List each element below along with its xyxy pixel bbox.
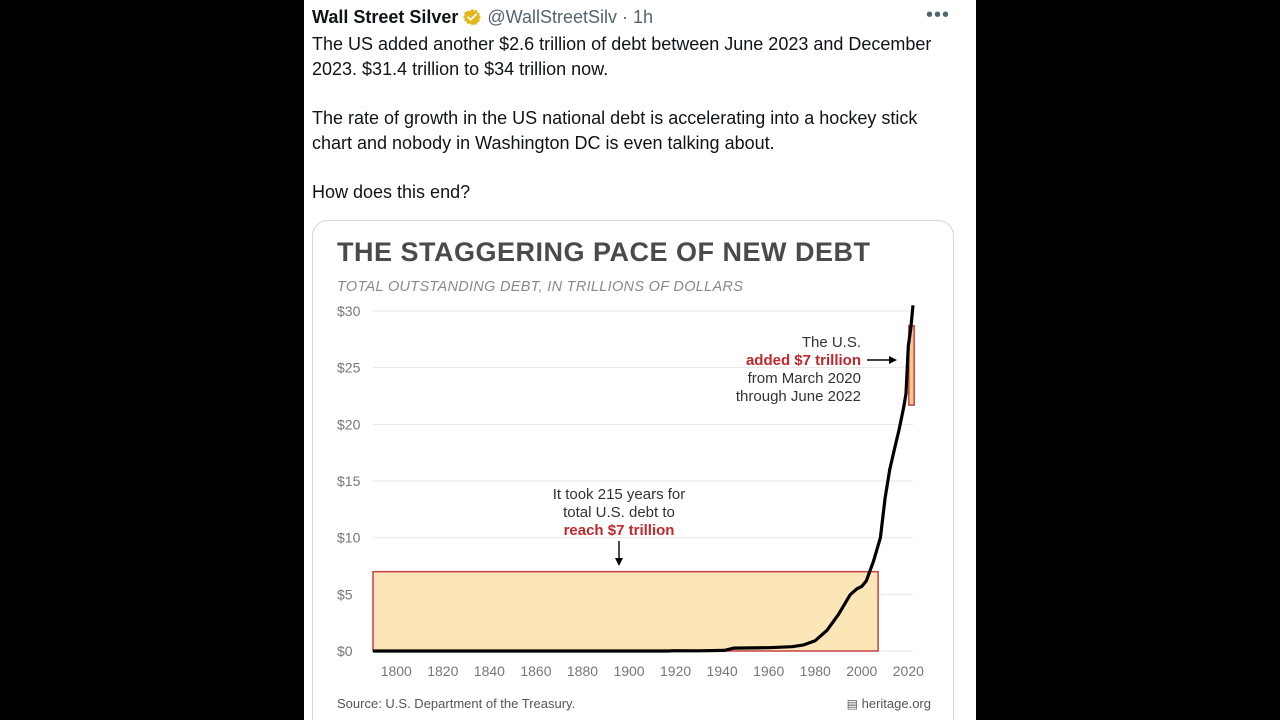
debt-series-line: [373, 305, 915, 653]
timestamp[interactable]: 1h: [633, 6, 654, 27]
annotation-text: total U.S. debt to: [563, 504, 675, 521]
x-tick-label: 1980: [800, 663, 831, 679]
annotation-text: It took 215 years for: [553, 486, 686, 503]
x-tick-label: 1920: [660, 663, 691, 679]
annotation-emphasis: reach $7 trillion: [564, 522, 675, 539]
bell-icon: ▤: [846, 697, 858, 711]
x-tick-label: 2020: [893, 663, 924, 679]
x-tick-label: 1900: [613, 663, 644, 679]
author-handle[interactable]: @WallStreetSilv: [487, 6, 618, 27]
tweet: Wall Street Silver @WallStreetSilv · 1h …: [304, 0, 976, 720]
author-name[interactable]: Wall Street Silver: [312, 6, 459, 27]
annotation-text: from March 2020: [748, 370, 861, 387]
chart-subtitle: TOTAL OUTSTANDING DEBT, IN TRILLIONS OF …: [337, 279, 744, 295]
y-tick-label: $25: [337, 360, 361, 376]
debt-line-chart: $0 $5 $10 $15 $20 $25 $30 1800 1820 1840 1860 1880 1…: [337, 303, 924, 679]
annotation-text: through June 2022: [736, 388, 861, 405]
y-tick-label: $15: [337, 473, 361, 489]
highlight-box: [372, 570, 879, 652]
x-tick-label: 1940: [707, 663, 738, 679]
y-tick-label: $20: [337, 416, 361, 432]
chart-title: THE STAGGERING PACE OF NEW DEBT: [337, 237, 871, 267]
x-tick-label: 2000: [846, 663, 877, 679]
more-options-icon[interactable]: •••: [925, 4, 950, 26]
verified-badge-icon: [463, 8, 482, 26]
separator-dot: ·: [622, 6, 629, 27]
tweet-paragraph: How does this end?: [312, 182, 471, 202]
x-tick-label: 1880: [567, 663, 598, 679]
media-image[interactable]: THE STAGGERING PACE OF NEW DEBT TOTAL OU…: [312, 220, 954, 720]
annotation-text: The U.S.: [802, 334, 861, 351]
y-tick-label: $0: [337, 643, 353, 659]
tweet-header: Wall Street Silver @WallStreetSilv · 1h: [312, 5, 653, 29]
annotation-emphasis: added $7 trillion: [746, 352, 861, 369]
annotation-arrowhead: [889, 356, 897, 364]
tweet-paragraph: The US added another $2.6 trillion of de…: [312, 34, 932, 79]
y-tick-label: $10: [337, 530, 361, 546]
x-tick-label: 1860: [520, 663, 551, 679]
y-tick-label: $5: [337, 586, 353, 602]
x-tick-label: 1960: [753, 663, 784, 679]
x-tick-label: 1820: [427, 663, 458, 679]
chart-source: Source: U.S. Department of the Treasury.: [337, 696, 576, 711]
y-tick-label: $30: [337, 303, 361, 319]
annotation-arrowhead: [615, 558, 623, 566]
x-tick-label: 1840: [474, 663, 505, 679]
x-tick-label: 1800: [381, 663, 412, 679]
tweet-paragraph: The rate of growth in the US national de…: [312, 108, 918, 153]
tweet-text: The US added another $2.6 trillion of de…: [312, 32, 952, 229]
chart-brand: ▤ heritage.org: [847, 696, 931, 711]
brand-label: heritage.org: [861, 696, 931, 711]
